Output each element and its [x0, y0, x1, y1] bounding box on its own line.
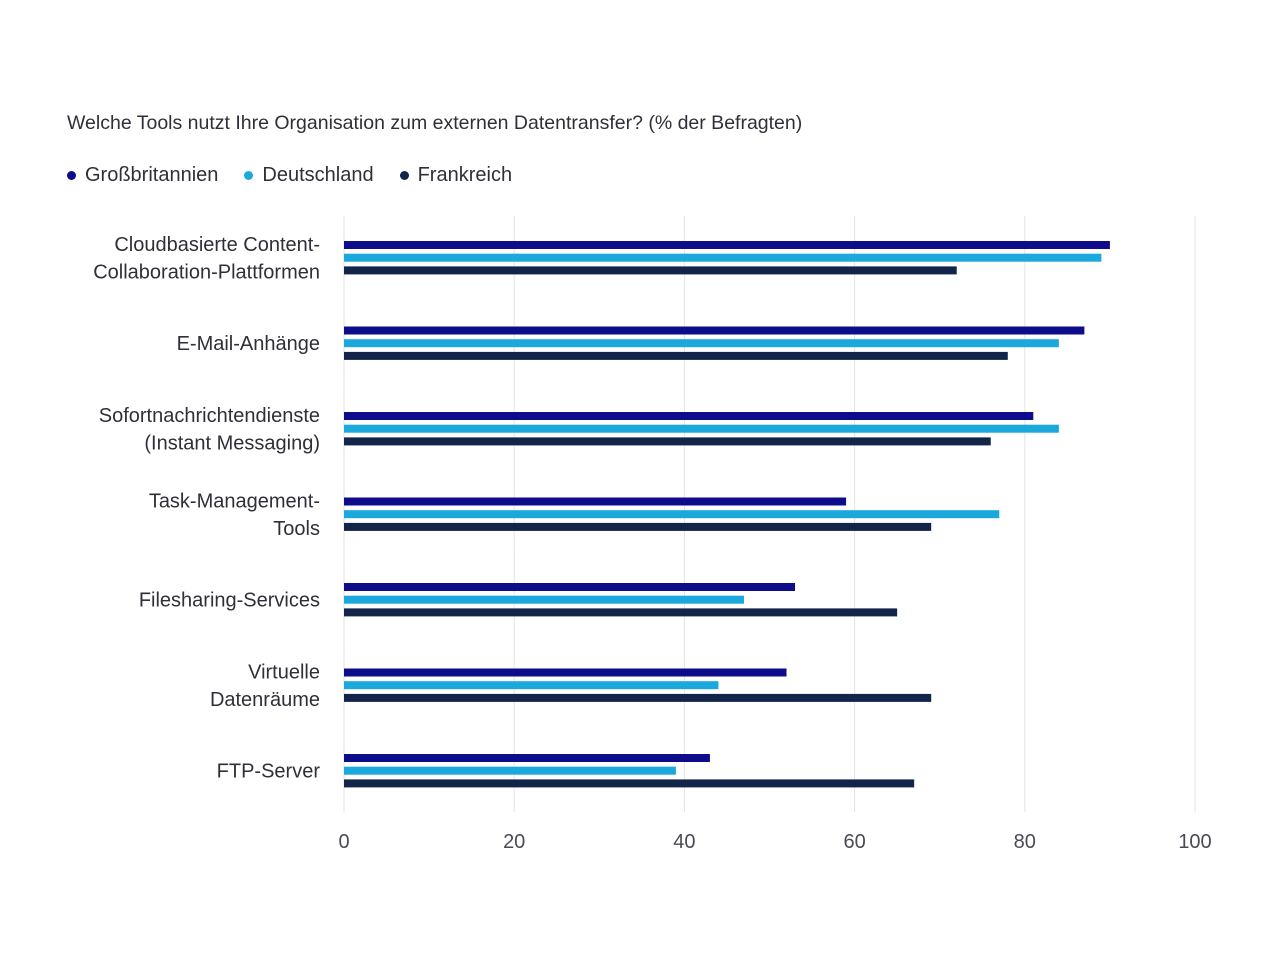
x-tick-label-0: 0 — [338, 831, 349, 853]
category-label-5-line-1: Filesharing-Services — [139, 590, 320, 612]
category-label-6-line-1: Virtuelle — [248, 661, 320, 683]
category-label-1-line-2: Collaboration-Plattformen — [93, 261, 320, 283]
bar-4-frankreich — [344, 522, 932, 531]
legend-label-deutschland: Deutschland — [262, 164, 374, 186]
bar-4-großbritannien — [344, 497, 847, 506]
category-label-2-line-1: E-Mail-Anhänge — [177, 333, 320, 355]
x-tick-label-100: 100 — [1178, 831, 1211, 853]
bar-5-großbritannien — [344, 583, 796, 591]
bar-4-deutschland — [344, 510, 1000, 519]
bar-1-frankreich — [344, 266, 957, 275]
bar-7-frankreich — [344, 779, 915, 788]
category-label-6-line-2: Datenräume — [210, 689, 320, 711]
legend-item-grossbritannien: Großbritannien — [67, 164, 218, 187]
bar-6-deutschland — [344, 681, 719, 690]
x-tick-label-60: 60 — [843, 831, 865, 853]
bars — [344, 241, 1110, 788]
legend-item-frankreich: Frankreich — [399, 164, 513, 187]
legend-item-deutschland: Deutschland — [244, 164, 374, 187]
x-tick-label-40: 40 — [673, 831, 695, 853]
x-tick-label-20: 20 — [503, 831, 525, 853]
bar-3-frankreich — [344, 437, 991, 446]
bar-3-deutschland — [344, 424, 1059, 433]
category-label-7-line-1: FTP-Server — [217, 761, 321, 783]
legend-dot-deutschland — [244, 171, 254, 180]
category-labels: Cloudbasierte Content- Collaboration-Plat… — [93, 234, 320, 783]
category-label-3-line-2: (Instant Messaging) — [144, 432, 320, 454]
x-tick-label-80: 80 — [1014, 831, 1036, 853]
bar-5-frankreich — [344, 608, 898, 617]
category-label-1-line-1: Cloudbasierte Content- — [114, 234, 320, 256]
category-label-3-line-1: Sofortnachrichtendienste — [99, 405, 320, 427]
bar-2-frankreich — [344, 351, 1008, 360]
bar-2-deutschland — [344, 339, 1059, 348]
chart-title: Welche Tools nutzt Ihre Organisation zum… — [67, 112, 803, 134]
x-tick-labels: 0 20 40 60 80 100 — [338, 831, 1211, 853]
legend-label-grossbritannien: Großbritannien — [85, 164, 219, 186]
bar-7-großbritannien — [344, 754, 710, 762]
legend: Großbritannien Deutschland Frankreich — [67, 164, 538, 187]
bar-1-großbritannien — [344, 241, 1110, 249]
bar-1-deutschland — [344, 253, 1102, 262]
bar-3-großbritannien — [344, 412, 1034, 420]
category-label-4-line-1: Task-Management- — [149, 490, 320, 512]
bar-7-deutschland — [344, 766, 676, 775]
legend-dot-frankreich — [399, 171, 409, 180]
bar-6-großbritannien — [344, 668, 787, 677]
bar-2-großbritannien — [344, 326, 1085, 335]
category-label-4-line-2: Tools — [273, 518, 320, 540]
bar-5-deutschland — [344, 595, 744, 604]
bar-6-frankreich — [344, 693, 932, 702]
legend-label-frankreich: Frankreich — [417, 164, 513, 186]
legend-dot-grossbritannien — [67, 171, 76, 180]
